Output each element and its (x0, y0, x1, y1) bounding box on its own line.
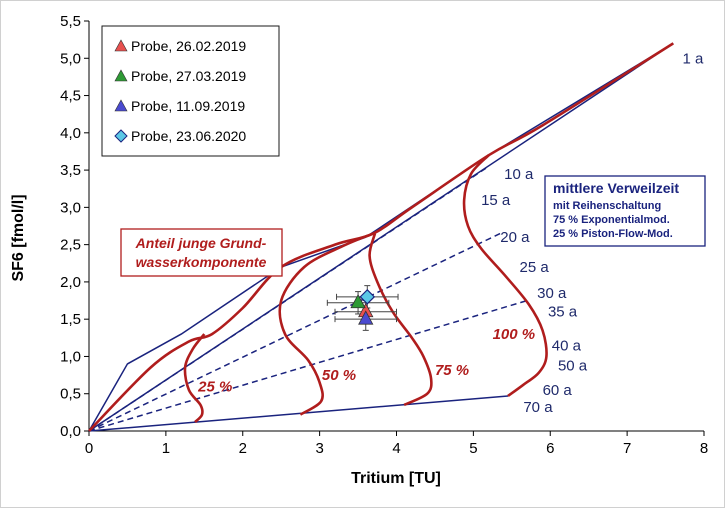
curve-75-% (368, 233, 433, 407)
legend-label-probe-11-09-2019: Probe, 11.09.2019 (131, 98, 245, 114)
annotation-model-box (544, 175, 706, 247)
age-label-25-a: 25 a (520, 259, 550, 276)
age-label-30-a: 30 a (537, 285, 567, 302)
age-label-70-a: 70 a (523, 399, 553, 416)
annotation-model-line-1: mit Reihenschaltung (553, 200, 661, 212)
age-label-60-a: 60 a (543, 382, 573, 399)
x-tick-label: 0 (85, 440, 93, 457)
age-label-35-a: 35 a (548, 304, 578, 321)
curve-age-20a (88, 232, 501, 432)
y-tick-label: 0,5 (60, 386, 81, 403)
x-axis-title: Tritium [TU] (351, 470, 441, 487)
legend-label-probe-23-06-2020: Probe, 23.06.2020 (131, 128, 246, 144)
y-tick-label: 5,0 (60, 50, 81, 67)
annotation-anteil-line-2: wasserkomponente (136, 254, 267, 270)
curve-25-% (183, 333, 206, 423)
annotation-anteil-line-1: Anteil junge Grund- (135, 235, 267, 251)
annotation-anteil-box (120, 228, 283, 277)
y-tick-label: 0,0 (60, 423, 81, 440)
point-probe-27-03-2019 (350, 293, 366, 309)
legend-marker-probe-11-09-2019 (114, 99, 128, 112)
annotation-anteil: Anteil junge Grund- wasserkomponente (120, 228, 283, 277)
x-tick-label: 1 (162, 440, 170, 457)
point-probe-23-06-2020 (359, 288, 376, 305)
y-tick-label: 4,5 (60, 88, 81, 105)
legend-marker-probe-26-02-2019 (114, 39, 128, 52)
age-label-20-a: 20 a (500, 229, 530, 246)
x-tick-label: 4 (392, 440, 400, 457)
age-label-1-a: 1 a (682, 50, 704, 67)
curve-age-30a (88, 299, 528, 432)
x-tick-label: 7 (623, 440, 631, 457)
percent-label-50: 50 % (322, 367, 356, 384)
y-tick-label: 4,0 (60, 125, 81, 142)
annotation-model-line-2: 75 % Exponentialmod. (553, 214, 670, 226)
y-tick-label: 1,0 (60, 348, 81, 365)
age-label-15-a: 15 a (481, 192, 511, 209)
legend-label-probe-27-03-2019: Probe, 27.03.2019 (131, 68, 246, 84)
legend-marker-probe-27-03-2019 (114, 69, 128, 82)
y-axis-title: SF6 [fmol/l] (10, 194, 27, 281)
legend-label-probe-26-02-2019: Probe, 26.02.2019 (131, 38, 246, 54)
age-label-50-a: 50 a (558, 357, 588, 374)
y-tick-label: 3,0 (60, 199, 81, 216)
x-tick-label: 3 (315, 440, 323, 457)
x-tick-label: 6 (546, 440, 554, 457)
legend-box (101, 25, 280, 157)
legend-marker-probe-23-06-2020 (114, 129, 128, 143)
age-labels: 1 a10 a15 a20 a25 a30 a35 a40 a50 a60 a7… (481, 50, 704, 416)
tick-labels: 0 1 2 3 4 5 6 7 8 0,0 0,5 1,0 1,5 2,0 2,5 3,0 3,5 4,0 4,5 5… (60, 13, 708, 457)
x-tick-label: 8 (700, 440, 708, 457)
age-label-40-a: 40 a (552, 337, 582, 354)
y-tick-label: 3,5 (60, 162, 81, 179)
x-tick-label: 2 (239, 440, 247, 457)
annotation-model-title: mittlere Verweilzeit (553, 180, 679, 196)
y-tick-label: 5,5 (60, 13, 81, 30)
percent-label-75: 75 % (435, 362, 469, 379)
point-probe-11-09-2019 (358, 310, 374, 325)
y-tick-label: 2,5 (60, 237, 81, 254)
curve-50-% (278, 232, 374, 416)
legend: Probe, 26.02.2019 Probe, 27.03.2019 Probe,… (101, 25, 280, 157)
annotation-model: mittlere Verweilzeit mit Reihenschaltung… (544, 175, 706, 247)
sample-points (326, 285, 399, 331)
x-tick-label: 5 (469, 440, 477, 457)
percent-label-25: 25 % (197, 378, 232, 395)
y-tick-label: 2,0 (60, 274, 81, 291)
curve-100-% (462, 154, 548, 398)
axes (84, 20, 705, 436)
age-label-10-a: 10 a (504, 166, 534, 183)
curve-outer (88, 42, 674, 432)
percent-label-100: 100 % (493, 326, 536, 343)
annotation-model-line-3: 25 % Piston-Flow-Mod. (553, 228, 673, 240)
y-tick-label: 1,5 (60, 311, 81, 328)
curve-lower (88, 395, 509, 432)
percent-labels: 25 % 50 % 75 % 100 % (197, 326, 535, 395)
